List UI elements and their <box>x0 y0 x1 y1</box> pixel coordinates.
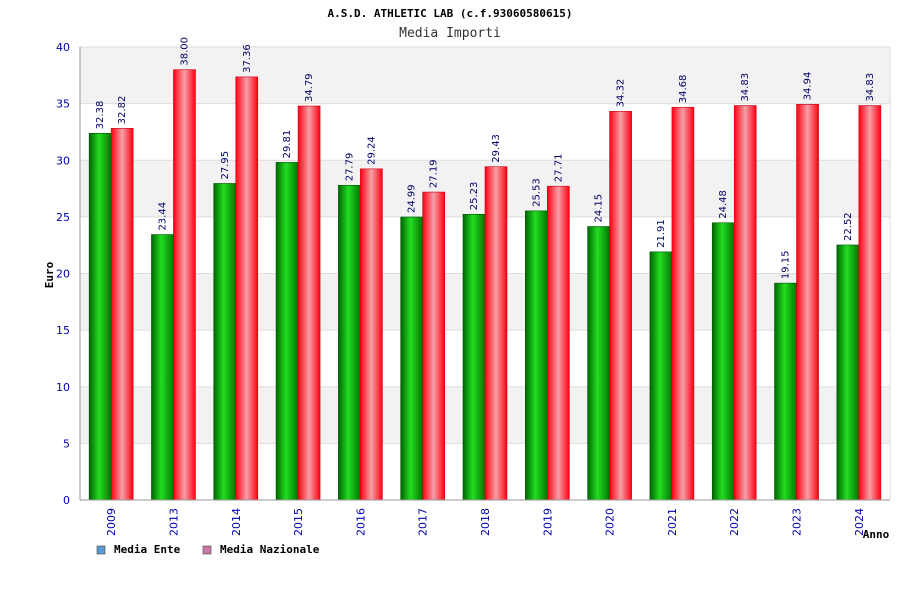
data-labels-group: 32.38 32.82 23.44 38.00 27.95 37.36 29.81 34.79… <box>95 37 876 279</box>
legend-swatch <box>96 545 106 555</box>
bar-nazionale <box>484 166 508 501</box>
y-tick-label: 15 <box>56 324 70 337</box>
y-tick-label: 35 <box>56 98 70 111</box>
bar-nazionale <box>235 76 259 501</box>
bar-ente <box>649 251 673 501</box>
x-tick-label: 2018 <box>479 508 492 536</box>
x-tick-label: 2017 <box>417 508 430 536</box>
data-label: 32.38 <box>95 101 106 130</box>
y-tick-label: 40 <box>56 41 70 54</box>
x-tick-label: 2009 <box>105 508 118 536</box>
data-label: 34.32 <box>616 79 627 108</box>
data-label: 29.24 <box>366 136 377 165</box>
bar-ente <box>88 132 112 501</box>
x-tick-label: 2014 <box>230 508 243 536</box>
grid-band <box>80 47 890 104</box>
y-tick-label: 10 <box>56 381 70 394</box>
x-tick-label: 2016 <box>354 508 367 536</box>
data-label: 34.83 <box>740 73 751 102</box>
data-label: 23.44 <box>157 202 168 231</box>
bar-nazionale <box>733 105 757 501</box>
x-tick-label: 2021 <box>666 508 679 536</box>
x-tick-labels: 2009 2013 2014 2015 2016 2017 2018 2019 2020 2021… <box>105 508 866 536</box>
x-tick-label: 2020 <box>604 508 617 536</box>
bar-nazionale <box>297 105 321 501</box>
y-tick-label: 0 <box>63 494 70 507</box>
data-label: 24.99 <box>407 184 418 213</box>
bar-ente <box>213 183 237 501</box>
bar-ente <box>338 184 361 501</box>
bar-ente <box>400 216 423 501</box>
legend-label: Media Nazionale <box>220 543 320 556</box>
bar-ente <box>774 282 797 501</box>
y-axis-label: Euro <box>43 261 56 288</box>
data-label: 29.81 <box>282 130 293 159</box>
legend: Media Ente Media Nazionale <box>96 543 320 556</box>
bar-nazionale <box>671 106 695 501</box>
y-tick-label: 25 <box>56 211 70 224</box>
bar-ente <box>275 162 299 501</box>
x-tick-label: 2024 <box>853 508 866 536</box>
bar-ente <box>836 244 860 501</box>
bar-ente <box>525 210 548 501</box>
bar-nazionale <box>110 128 134 501</box>
bar-ente <box>462 213 486 501</box>
y-tick-labels: 0 5 10 15 20 25 30 35 40 <box>56 41 70 507</box>
bar-nazionale <box>173 69 196 501</box>
x-tick-label: 2022 <box>728 508 741 536</box>
data-label: 34.79 <box>304 73 315 102</box>
x-tick-label: 2019 <box>541 508 554 536</box>
chart-title: A.S.D. ATHLETIC LAB (c.f.93060580615) <box>327 7 572 20</box>
data-label: 22.52 <box>843 212 854 241</box>
legend-swatch <box>202 545 212 555</box>
bar-ente <box>711 222 735 501</box>
x-tick-label: 2023 <box>791 508 804 536</box>
data-label: 34.83 <box>865 73 876 102</box>
data-label: 27.95 <box>220 151 231 180</box>
data-label: 38.00 <box>179 37 190 66</box>
data-label: 37.36 <box>242 44 253 73</box>
x-axis-label: Anno <box>863 528 890 541</box>
x-tick-label: 2013 <box>167 508 180 536</box>
bar-ente <box>151 234 174 501</box>
data-label: 27.19 <box>429 159 440 188</box>
data-label: 34.68 <box>678 75 689 104</box>
data-label: 25.53 <box>531 178 542 207</box>
data-label: 19.15 <box>781 250 792 279</box>
data-label: 24.15 <box>594 194 605 223</box>
bars-group <box>88 69 882 501</box>
bar-nazionale <box>858 105 882 501</box>
data-label: 21.91 <box>656 219 667 248</box>
axes-group <box>79 47 891 501</box>
bar-nazionale <box>547 185 570 501</box>
bar-nazionale <box>609 111 632 501</box>
chart-subtitle: Media Importi <box>399 26 501 41</box>
bar-nazionale <box>422 191 445 501</box>
y-tick-label: 20 <box>56 268 70 281</box>
data-label: 34.94 <box>803 72 814 101</box>
bar-nazionale <box>360 168 383 501</box>
y-tick-label: 30 <box>56 154 70 167</box>
data-label: 25.23 <box>469 182 480 211</box>
data-label: 24.48 <box>718 190 729 219</box>
data-label: 27.71 <box>553 154 564 183</box>
data-label: 27.79 <box>344 153 355 182</box>
bar-nazionale <box>796 104 819 501</box>
legend-label: Media Ente <box>114 543 181 556</box>
data-label: 29.43 <box>491 134 502 163</box>
y-tick-label: 5 <box>63 437 70 450</box>
data-label: 32.82 <box>117 96 128 125</box>
bar-ente <box>587 226 610 501</box>
x-tick-label: 2015 <box>292 508 305 536</box>
